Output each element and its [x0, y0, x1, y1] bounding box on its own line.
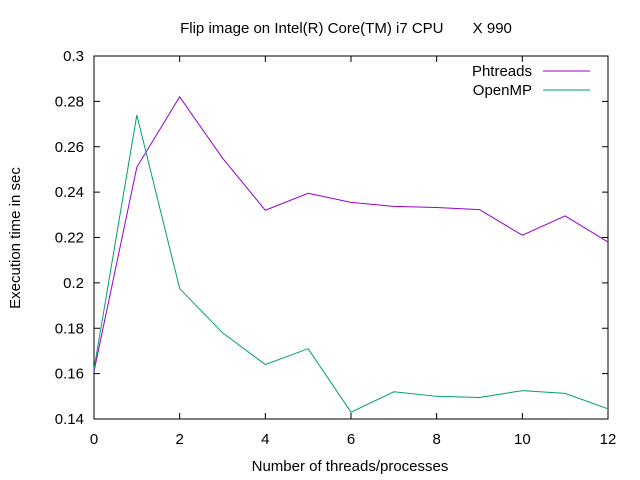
x-tick-label: 4 — [261, 431, 269, 448]
x-tick-label: 8 — [432, 431, 440, 448]
x-tick-label: 10 — [514, 431, 531, 448]
y-tick-label: 0.26 — [55, 139, 84, 156]
y-tick-label: 0.16 — [55, 366, 84, 383]
legend-label: OpenMP — [473, 82, 532, 99]
x-tick-label: 0 — [90, 431, 98, 448]
legend-label: Phtreads — [472, 63, 532, 80]
y-tick-label: 0.2 — [63, 275, 84, 292]
y-axis: 0.14 0.16 0.18 0.2 0.22 0.24 0.26 0.28 0.3 — [55, 48, 608, 428]
y-tick-label: 0.18 — [55, 320, 84, 337]
y-tick-label: 0.28 — [55, 93, 84, 110]
x-tick-label: 2 — [175, 431, 183, 448]
x-tick-label: 6 — [347, 431, 355, 448]
legend: Phtreads OpenMP — [472, 63, 590, 99]
chart-title: Flip image on Intel(R) Core(TM) i7 CPU X… — [180, 20, 512, 37]
series-line-phtreads — [93, 95, 609, 372]
y-tick-label: 0.14 — [55, 411, 84, 428]
y-axis-title: Execution time in sec — [7, 167, 24, 309]
series-line-openmp — [93, 114, 609, 413]
x-axis: 0 2 4 6 8 10 12 — [90, 56, 617, 448]
y-tick-label: 0.22 — [55, 230, 84, 247]
y-tick-label: 0.24 — [55, 184, 84, 201]
x-axis-title: Number of threads/processes — [252, 458, 449, 475]
y-tick-label: 0.3 — [63, 48, 84, 65]
x-tick-label: 12 — [600, 431, 617, 448]
series-layer — [93, 95, 609, 413]
